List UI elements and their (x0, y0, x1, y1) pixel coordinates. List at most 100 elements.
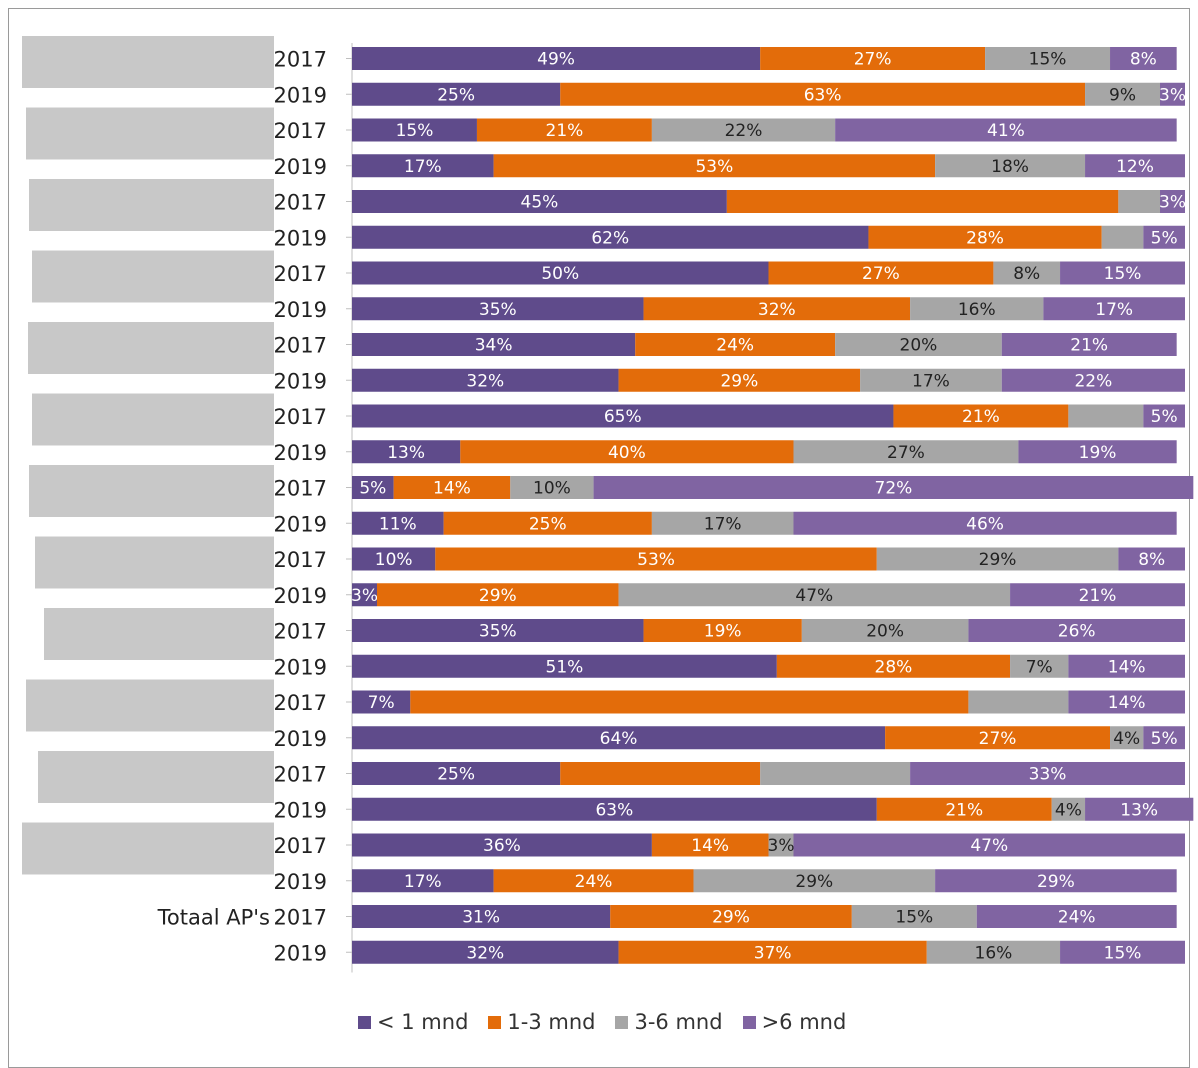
bar-segment (1143, 726, 1185, 750)
bar-segment (768, 261, 994, 285)
data-label: 29% (1037, 872, 1075, 892)
bar-segment (352, 690, 411, 714)
bar-segment (352, 940, 619, 964)
bar-segment (352, 440, 461, 464)
bar-segment (651, 511, 794, 535)
legend-swatch-lt1 (358, 1015, 371, 1029)
bar-segment (1051, 797, 1086, 821)
data-label: 25% (437, 765, 475, 785)
bar-segment (643, 619, 802, 642)
bar-segment (1018, 440, 1177, 464)
bar-segment (1043, 297, 1185, 321)
data-label: 25% (437, 85, 475, 105)
data-label: 19% (704, 622, 742, 642)
data-label: 24% (1058, 908, 1096, 928)
bar-segment (635, 333, 836, 356)
data-label: 29% (479, 586, 517, 606)
data-label: 29% (795, 872, 833, 892)
data-label: 21% (1070, 336, 1108, 356)
bar-segment (618, 940, 927, 964)
legend: < 1 mnd 1-3 mnd 3-6 mnd >6 mnd (358, 1010, 846, 1034)
bar-segment (510, 476, 594, 499)
category-label: 2017 (274, 48, 327, 72)
bar-segment (352, 869, 494, 893)
bar-segment (352, 547, 436, 571)
legend-item-lt1: < 1 mnd (358, 1010, 468, 1034)
bar-segment (560, 82, 1086, 106)
redacted-label-block (44, 608, 274, 660)
bar-segment (1060, 261, 1185, 285)
category-label: 2019 (274, 226, 327, 250)
data-label: 47% (970, 836, 1008, 856)
data-label: 3% (1159, 193, 1186, 213)
bar-segment (935, 154, 1086, 178)
data-label: 13% (387, 443, 425, 463)
data-label: 15% (1104, 264, 1142, 284)
data-label: 45% (521, 193, 559, 213)
redacted-label-block (28, 322, 274, 374)
category-label: 2017 (274, 906, 327, 930)
bar-segment (410, 690, 969, 714)
bar-segment (1001, 368, 1185, 392)
bar-segment (376, 583, 619, 607)
bar-segment (352, 47, 761, 70)
data-label: 20% (866, 622, 904, 642)
category-label: 2019 (274, 298, 327, 322)
category-label: 2019 (274, 941, 327, 965)
data-label: 62% (591, 228, 629, 248)
bar-segment (876, 547, 1119, 571)
category-label: 2019 (274, 441, 327, 465)
bar-segment (793, 833, 1185, 857)
bar-segment (352, 905, 611, 928)
data-label: 11% (379, 514, 417, 534)
bar-segment (560, 762, 761, 785)
bar-segment (610, 905, 852, 928)
data-label: 53% (637, 550, 675, 570)
data-label: 10% (533, 479, 571, 499)
data-label: 18% (991, 157, 1029, 177)
data-label: 4% (1055, 800, 1082, 820)
category-label: 2017 (274, 405, 327, 429)
bar-segment (993, 261, 1061, 285)
category-label: 2017 (274, 548, 327, 572)
category-label: 2017 (274, 691, 327, 715)
data-label: 32% (466, 371, 504, 391)
bar-segment (435, 547, 877, 571)
bar-segment (352, 154, 494, 178)
bar-segment (1143, 404, 1185, 428)
data-label: 17% (912, 371, 950, 391)
data-label: 27% (887, 443, 925, 463)
data-label: 13% (1120, 800, 1158, 820)
bar-segment (768, 833, 794, 857)
data-label: 17% (404, 872, 442, 892)
redacted-label-block (22, 822, 274, 875)
legend-label-1-3: 1-3 mnd (507, 1010, 596, 1034)
bar-segment (910, 762, 1185, 785)
data-label: 32% (758, 300, 796, 320)
bar-segment (460, 440, 794, 464)
bar-segment (976, 905, 1177, 928)
bar-segment (1060, 940, 1185, 964)
bar-segment (1001, 333, 1177, 356)
data-label: 14% (433, 479, 471, 499)
bar-segment (352, 726, 886, 750)
redacted-label-block (26, 679, 274, 732)
bar-segment (593, 476, 1194, 499)
bar-segment (793, 440, 1019, 464)
bar-segment (1068, 654, 1185, 678)
legend-label-gt6: >6 mnd (761, 1010, 847, 1034)
data-label: 35% (479, 622, 517, 642)
data-label: 28% (966, 228, 1004, 248)
data-label: 16% (975, 943, 1013, 963)
data-label: 7% (368, 693, 395, 713)
data-label: 15% (396, 121, 434, 141)
bar-segment (885, 726, 1111, 750)
category-label: 2019 (274, 727, 327, 751)
data-label: 53% (695, 157, 733, 177)
bar-segment (1110, 726, 1144, 750)
data-label: 24% (575, 872, 613, 892)
bar-segment (1160, 190, 1185, 213)
redacted-label-block (35, 536, 274, 589)
data-label: 40% (608, 443, 646, 463)
bar-segment (352, 619, 644, 642)
